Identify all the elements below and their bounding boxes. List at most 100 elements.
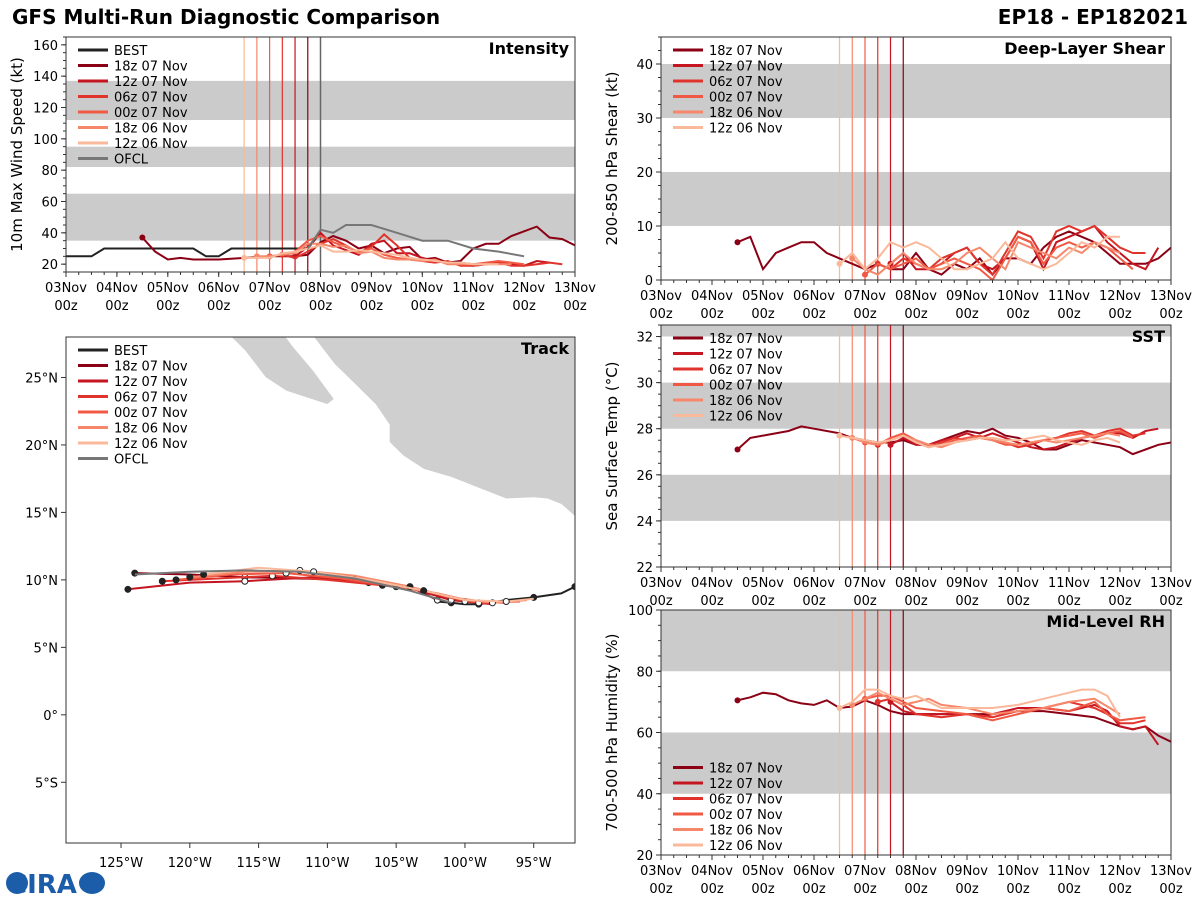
- shear-x-tick-sublabel: 00z: [853, 307, 877, 322]
- intensity-x-tick-label: 11Nov: [452, 281, 494, 296]
- shear-legend-label: 06z 07 Nov: [709, 75, 783, 90]
- sst-panel: 22 24 26 28 30 32 03Nov 00z 04Nov 00z 05Nov 00z 06No…: [603, 324, 1192, 609]
- intensity-x-tick-sublabel: 00z: [54, 299, 78, 314]
- sst-x-tick-label: 12Nov: [1099, 576, 1141, 591]
- shear-band: [661, 172, 1171, 226]
- rh-y-tick-label: 100: [628, 604, 653, 619]
- sst-x-tick-sublabel: 00z: [1006, 594, 1030, 609]
- shear-x-tick-sublabel: 00z: [802, 307, 826, 322]
- sst-series-12z-07-nov: [890, 427, 1159, 451]
- sst-x-tick-label: 05Nov: [742, 576, 784, 591]
- shear-init-point: [849, 255, 856, 262]
- shear-plot-area: [661, 37, 1171, 280]
- rh-y-tick-label: 80: [636, 665, 653, 680]
- shear-x-tick-label: 03Nov: [640, 289, 682, 304]
- track-point: [186, 573, 194, 581]
- storm-id: EP18 - EP182021: [998, 5, 1188, 29]
- shear-x-tick-sublabel: 00z: [1159, 307, 1183, 322]
- intensity-legend-label: 12z 07 Nov: [114, 75, 188, 90]
- logo-text: CIRA: [8, 870, 77, 900]
- intensity-x-tick-sublabel: 00z: [360, 299, 384, 314]
- intensity-series-00z-07-nov: [269, 234, 525, 266]
- shear-x-tick-label: 05Nov: [742, 289, 784, 304]
- sst-y-tick-label: 22: [636, 561, 653, 576]
- rh-y-tick-label: 20: [636, 849, 653, 864]
- rh-x-tick-sublabel: 00z: [853, 882, 877, 897]
- intensity-x-tick-label: 05Nov: [147, 281, 189, 296]
- track-legend-label: 12z 07 Nov: [114, 375, 188, 390]
- rh-series-12z-07-nov: [889, 701, 1160, 746]
- sst-x-tick-sublabel: 00z: [904, 594, 928, 609]
- shear-y-tick-label: 20: [636, 166, 653, 181]
- shear-y-tick-label: 30: [636, 112, 653, 127]
- track-point: [241, 577, 249, 585]
- intensity-x-tick-label: 13Nov: [554, 281, 596, 296]
- intensity-legend-label: OFCL: [114, 153, 149, 168]
- sst-x-tick-sublabel: 00z: [1159, 594, 1183, 609]
- sst-x-tick-sublabel: 00z: [853, 594, 877, 609]
- rh-series-12z-06-nov: [839, 688, 1121, 718]
- track-axes-frame: [65, 336, 576, 844]
- track-legend-label: BEST: [114, 344, 147, 359]
- shear-y-tick-label: 40: [636, 58, 653, 73]
- intensity-x-tick-label: 12Nov: [503, 281, 545, 296]
- intensity-x-tick-label: 07Nov: [249, 281, 291, 296]
- track-panel: 5°S 0° 5°N 10°N 15°N 20°N 25°N 125°W 120°W 115°W 1…: [25, 336, 576, 871]
- sst-legend-label: 12z 06 Nov: [709, 410, 783, 425]
- intensity-series-18z-07-nov: [141, 225, 575, 264]
- sst-legend-label: 06z 07 Nov: [709, 363, 783, 378]
- sst-init-point: [836, 432, 843, 439]
- track-x-tick-label: 120°W: [168, 856, 212, 871]
- shear-x-tick-label: 11Nov: [1048, 289, 1090, 304]
- track-panel-title: Track: [521, 339, 569, 358]
- sst-plot-area: [661, 325, 1171, 567]
- rh-legend-label: 00z 07 Nov: [709, 808, 783, 823]
- rh-init-point: [734, 697, 741, 704]
- sst-x-tick-label: 10Nov: [997, 576, 1039, 591]
- rh-legend-label: 12z 06 Nov: [709, 839, 783, 854]
- intensity-legend-label: 18z 06 Nov: [114, 122, 188, 137]
- shear-x-tick-sublabel: 00z: [700, 307, 724, 322]
- track-legend-label: 18z 06 Nov: [114, 422, 188, 437]
- sst-y-tick-label: 30: [636, 377, 653, 392]
- rh-x-tick-label: 03Nov: [640, 864, 682, 879]
- sst-y-tick-label: 26: [636, 469, 653, 484]
- sst-legend-label: 12z 07 Nov: [709, 348, 783, 363]
- track-legend-label: 06z 07 Nov: [114, 391, 188, 406]
- intensity-legend-label: 12z 06 Nov: [114, 137, 188, 152]
- intensity-x-tick-sublabel: 00z: [563, 299, 587, 314]
- sst-legend-label: 18z 07 Nov: [709, 332, 783, 347]
- intensity-x-tick-label: 03Nov: [45, 281, 87, 296]
- track-y-tick-label: 0°: [43, 709, 58, 724]
- intensity-y-tick-label: 160: [33, 39, 58, 54]
- track-point: [571, 583, 575, 591]
- rh-legend-label: 12z 07 Nov: [709, 777, 783, 792]
- track-x-tick-label: 125°W: [99, 856, 143, 871]
- sst-x-tick-sublabel: 00z: [955, 594, 979, 609]
- intensity-x-tick-sublabel: 00z: [512, 299, 536, 314]
- track-y-tick-label: 10°N: [25, 574, 58, 589]
- sst-x-tick-label: 06Nov: [793, 576, 835, 591]
- track-series-12z-06-nov: [203, 566, 534, 603]
- track-legend-label: 12z 06 Nov: [114, 437, 188, 452]
- shear-x-tick-sublabel: 00z: [649, 307, 673, 322]
- sst-y-axis-label: Sea Surface Temp (°C): [603, 361, 621, 530]
- sst-y-tick-label: 24: [636, 515, 653, 530]
- intensity-y-tick-label: 100: [33, 133, 58, 148]
- intensity-x-tick-sublabel: 00z: [156, 299, 180, 314]
- sst-band: [661, 325, 1171, 337]
- rh-x-tick-label: 07Nov: [844, 864, 886, 879]
- shear-init-point: [836, 260, 843, 267]
- logo-swirl-icon: [79, 872, 105, 894]
- rh-x-tick-sublabel: 00z: [955, 882, 979, 897]
- sst-series-18z-07-nov: [736, 425, 1171, 456]
- track-y-tick-label: 20°N: [25, 439, 58, 454]
- rh-x-tick-label: 06Nov: [793, 864, 835, 879]
- shear-init-point: [862, 271, 868, 278]
- sst-x-tick-label: 13Nov: [1150, 576, 1192, 591]
- shear-x-tick-label: 07Nov: [844, 289, 886, 304]
- rh-x-tick-sublabel: 00z: [904, 882, 928, 897]
- intensity-plot-area: [66, 37, 575, 272]
- rh-x-tick-label: 13Nov: [1150, 864, 1192, 879]
- sst-x-tick-sublabel: 00z: [802, 594, 826, 609]
